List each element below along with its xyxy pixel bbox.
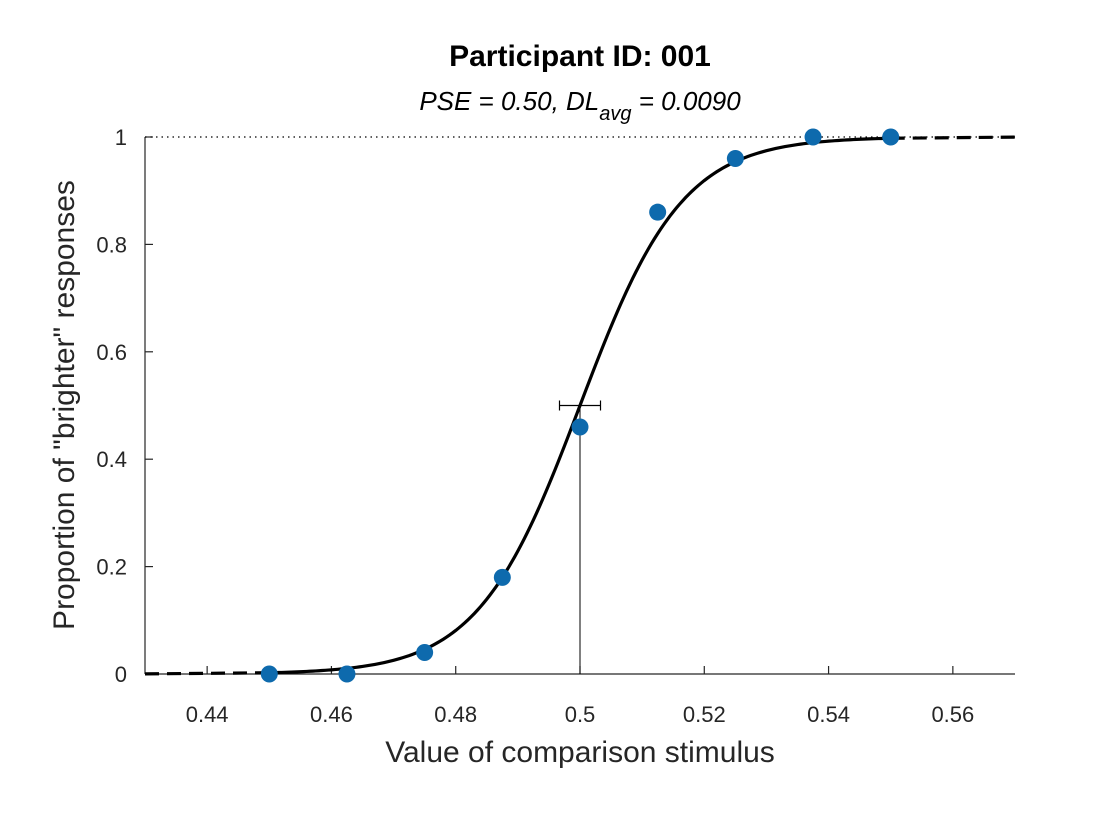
y-tick-label: 0.2	[96, 555, 127, 580]
x-tick-label: 0.5	[565, 702, 596, 727]
y-tick-label: 0.6	[96, 340, 127, 365]
data-point	[726, 149, 744, 167]
chart-subtitle: PSE = 0.50, DLavg = 0.0090	[419, 86, 741, 125]
y-tick-label: 0.8	[96, 232, 127, 257]
y-tick-label: 0.4	[96, 447, 127, 472]
y-axis-label: Proportion of "brighter" responses	[48, 180, 81, 630]
x-tick-label: 0.46	[310, 702, 353, 727]
x-axis-label: Value of comparison stimulus	[385, 736, 775, 769]
data-point	[416, 644, 434, 662]
data-point	[571, 418, 589, 436]
fit-extrapolation-right	[890, 135, 1016, 140]
x-tick-label: 0.56	[931, 702, 974, 727]
data-point	[260, 665, 278, 683]
data-point	[882, 128, 900, 146]
x-tick-label: 0.44	[186, 702, 229, 727]
subtitle-subscript: avg	[599, 103, 631, 125]
data-point	[804, 128, 822, 146]
y-tick-label: 1	[115, 125, 127, 150]
data-point	[649, 203, 667, 221]
chart-title: Participant ID: 001	[449, 40, 711, 73]
plot-area: 0.44 0.46 0.48 0.5 0.52 0.54 0.56 0 0.2 0.4 0.6 0.8…	[96, 125, 1016, 727]
x-tick-label: 0.48	[434, 702, 477, 727]
data-point	[338, 665, 356, 683]
x-tick-label: 0.54	[807, 702, 850, 727]
subtitle-suffix: = 0.0090	[632, 86, 742, 116]
y-tick-label: 0	[115, 662, 127, 687]
subtitle-prefix: PSE = 0.50, DL	[419, 86, 599, 116]
x-tick-label: 0.52	[683, 702, 726, 727]
data-point	[493, 568, 511, 586]
